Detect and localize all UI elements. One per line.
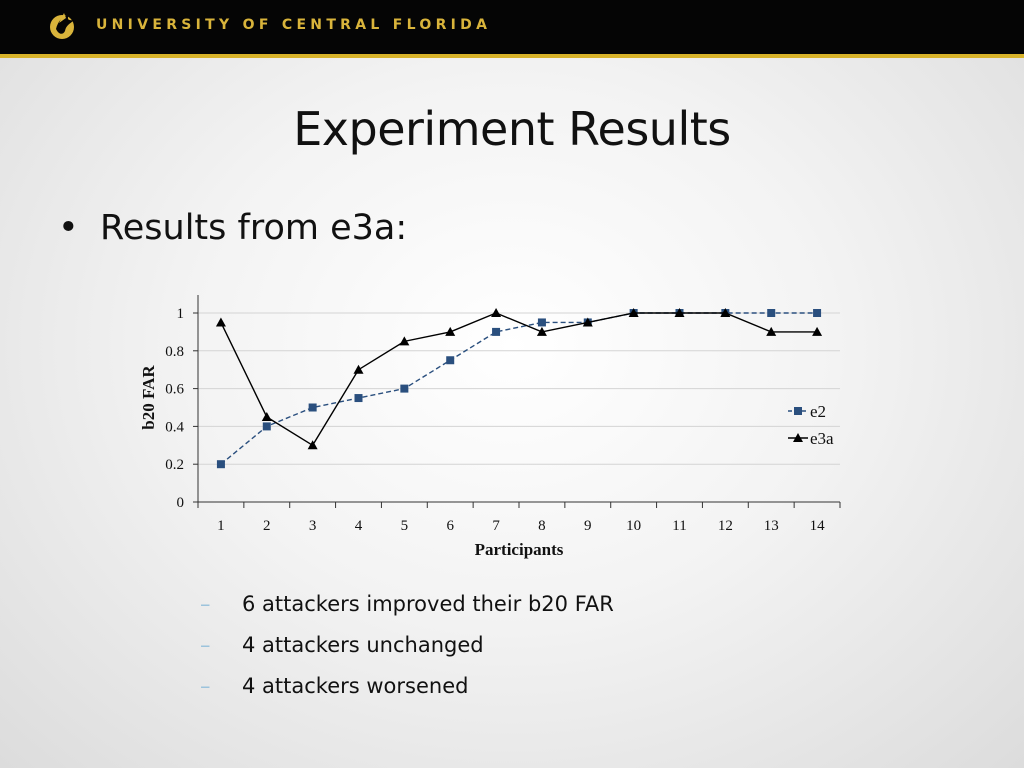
x-tick-label: 9 (584, 518, 592, 534)
data-point-e3a (628, 308, 639, 317)
data-point-e3a (674, 308, 685, 317)
x-tick-label: 3 (309, 518, 317, 534)
data-point-e3a (399, 336, 410, 346)
main-bullet-text: Results from e3a: (100, 208, 408, 248)
sub-bullet-text: 4 attackers worsened (242, 674, 469, 698)
data-point-e3a (215, 317, 226, 327)
data-point-e2 (813, 309, 822, 317)
legend-label: e2 (810, 402, 826, 421)
y-tick-label: 0.6 (165, 382, 184, 398)
x-tick-label: 11 (672, 518, 686, 534)
data-point-e3a (491, 308, 502, 317)
x-tick-label: 8 (538, 518, 546, 534)
data-point-e2 (537, 318, 546, 327)
data-point-e2 (767, 309, 776, 317)
data-point-e2 (354, 394, 363, 403)
pegasus-logo-icon (50, 13, 74, 39)
x-tick-label: 6 (446, 518, 454, 534)
data-point-e3a (445, 326, 456, 336)
y-tick-label: 1 (177, 306, 185, 322)
university-name: UNIVERSITY OF CENTRAL FLORIDA (96, 17, 492, 33)
x-tick-label: 12 (718, 518, 733, 534)
data-point-e3a (261, 411, 272, 421)
sub-bullet-item: –4 attackers worsened (200, 674, 469, 698)
data-point-e2 (216, 460, 225, 469)
y-tick-label: 0.4 (165, 419, 184, 435)
bullet-dot: • (58, 208, 79, 248)
data-point-e3a (582, 317, 593, 327)
x-tick-label: 4 (355, 518, 363, 534)
sub-bullet-text: 6 attackers improved their b20 FAR (242, 592, 614, 616)
y-tick-label: 0.8 (165, 344, 184, 360)
main-bullet: • Results from e3a: (58, 208, 407, 248)
data-point-e3a (353, 364, 364, 374)
x-tick-label: 10 (626, 518, 641, 534)
legend-swatch-marker (793, 433, 803, 442)
x-tick-label: 13 (764, 518, 779, 534)
x-tick-label: 5 (401, 518, 409, 534)
data-point-e3a (766, 326, 777, 336)
data-point-e3a (720, 308, 731, 317)
data-point-e2 (400, 384, 409, 393)
x-tick-label: 7 (492, 518, 500, 534)
x-tick-label: 2 (263, 518, 271, 534)
series-line-e2 (220, 312, 818, 465)
data-point-e3a (812, 326, 823, 336)
legend-label: e3a (810, 429, 834, 448)
data-point-e2 (492, 327, 501, 336)
slide-title: Experiment Results (293, 102, 731, 156)
x-tick-label: 1 (217, 518, 225, 534)
x-tick-label: 14 (810, 518, 826, 534)
series-line-e3a (220, 312, 818, 447)
sub-bullet-item: –6 attackers improved their b20 FAR (200, 592, 614, 616)
data-point-e3a (536, 326, 547, 336)
sub-bullet-item: –4 attackers unchanged (200, 633, 484, 657)
legend-swatch-marker (794, 407, 802, 415)
sub-bullet-list: –6 attackers improved their b20 FAR –4 a… (200, 592, 614, 715)
data-point-e2 (308, 403, 317, 412)
sub-bullet-text: 4 attackers unchanged (242, 633, 484, 657)
data-point-e3a (307, 440, 318, 450)
header-accent-rule (0, 54, 1024, 58)
header-bar: UNIVERSITY OF CENTRAL FLORIDA (0, 0, 1024, 54)
data-point-e2 (446, 356, 455, 365)
x-axis-title: Participants (475, 540, 564, 559)
y-tick-label: 0.2 (165, 457, 184, 473)
y-tick-label: 0 (177, 495, 185, 511)
y-axis-title: b20 FAR (139, 365, 158, 430)
data-point-e2 (262, 422, 271, 431)
